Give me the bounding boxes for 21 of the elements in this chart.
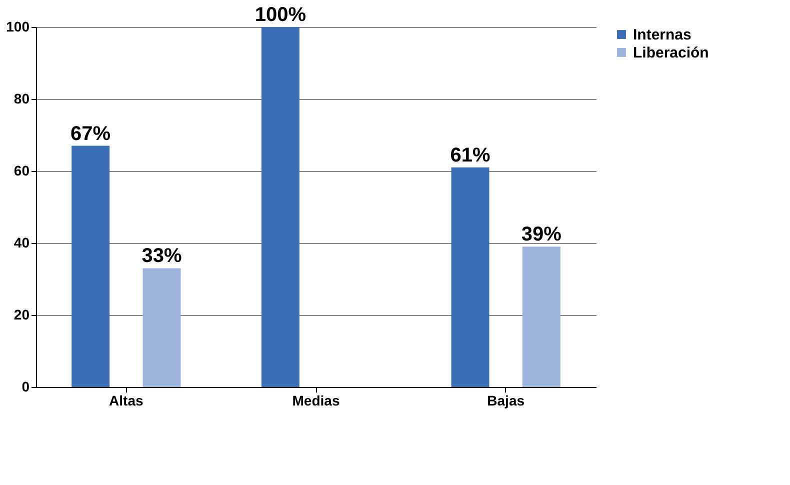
y-tick-label: 100 (6, 18, 30, 34)
bar (72, 146, 110, 387)
legend-label: Internas (633, 26, 692, 44)
x-tick-label: Medias (292, 392, 340, 408)
data-label: 67% (70, 122, 111, 145)
y-tick-label: 20 (14, 306, 30, 322)
data-label: 33% (142, 245, 182, 268)
x-tick-label: Altas (109, 392, 144, 408)
y-tick-label: 80 (14, 90, 30, 106)
y-tick-label: 40 (14, 234, 30, 250)
legend-label: Liberación (633, 44, 709, 62)
data-label: 100% (254, 4, 306, 26)
bar (522, 246, 560, 387)
x-tick-label: Bajas (487, 392, 525, 408)
data-label: 61% (450, 144, 490, 166)
data-label: 39% (521, 224, 562, 246)
bar (261, 27, 300, 387)
y-tick-label: 0 (22, 378, 30, 394)
bar (142, 268, 181, 387)
y-tick-label: 60 (14, 162, 30, 178)
bar (451, 167, 490, 387)
